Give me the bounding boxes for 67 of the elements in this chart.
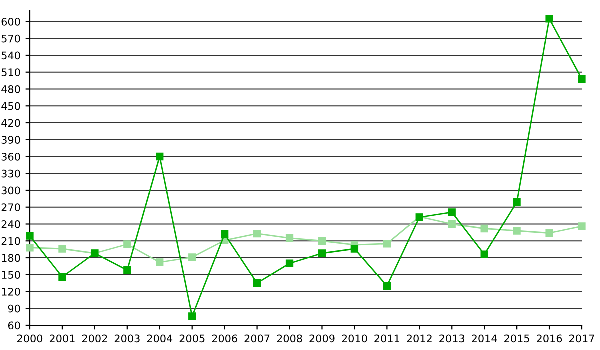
y-tick-label: 510 xyxy=(2,68,20,76)
y-tick-label: 570 xyxy=(2,34,20,43)
point xyxy=(221,230,229,238)
point xyxy=(513,227,521,235)
y-tick-label: 360 xyxy=(2,152,20,161)
y-tick-label: 120 xyxy=(2,288,20,296)
point xyxy=(546,15,554,23)
x-tick-label: 2015 xyxy=(504,334,530,343)
x-tick-label: 2000 xyxy=(18,334,43,343)
x-tick-label: 2004 xyxy=(147,334,173,343)
x-tick-label: 2002 xyxy=(82,334,108,343)
point xyxy=(448,208,456,216)
point xyxy=(383,240,391,248)
point xyxy=(350,245,359,253)
x-tick-label: 2001 xyxy=(50,334,75,343)
y-tick-label: 450 xyxy=(2,102,20,110)
y-tick-label: 210 xyxy=(2,237,20,246)
point xyxy=(546,229,554,238)
x-tick-label: 2016 xyxy=(537,334,562,343)
x-tick-label: 2017 xyxy=(570,334,594,343)
point xyxy=(253,230,262,238)
point xyxy=(156,152,164,161)
x-tick-label: 2008 xyxy=(277,334,302,343)
point xyxy=(286,234,294,242)
y-tick-label: 270 xyxy=(2,204,20,212)
point xyxy=(253,279,262,288)
point xyxy=(26,244,34,252)
x-tick-label: 2007 xyxy=(244,334,270,343)
y-tick-label: 540 xyxy=(2,52,20,60)
point xyxy=(578,75,586,83)
point xyxy=(480,224,488,233)
point xyxy=(124,240,132,248)
x-tick-label: 2011 xyxy=(374,334,400,343)
point xyxy=(286,260,294,268)
point xyxy=(318,250,326,258)
y-tick-label: 240 xyxy=(2,220,20,228)
x-tick-label: 2014 xyxy=(472,334,498,343)
y-tick-label: 150 xyxy=(2,271,20,279)
x-tick-label: 2006 xyxy=(212,334,238,343)
point xyxy=(318,237,326,245)
point xyxy=(513,198,521,206)
point xyxy=(156,258,164,266)
x-tick-label: 2003 xyxy=(114,334,140,343)
point xyxy=(448,220,456,228)
x-tick-label: 2012 xyxy=(407,334,432,343)
y-tick-label: 420 xyxy=(2,119,20,128)
y-tick-label: 90 xyxy=(8,304,20,313)
point xyxy=(58,273,66,281)
point xyxy=(383,282,391,290)
y-tick-label: 330 xyxy=(2,170,20,178)
x-tick-label: 2013 xyxy=(440,334,465,343)
point xyxy=(188,254,196,262)
y-tick-label: 600 xyxy=(2,18,20,26)
point xyxy=(124,266,132,274)
point xyxy=(578,222,586,230)
y-tick-label: 60 xyxy=(8,322,20,330)
x-tick-label: 2010 xyxy=(342,334,368,343)
y-tick-label: 300 xyxy=(2,186,20,195)
point xyxy=(480,250,488,258)
point xyxy=(26,232,34,240)
x-tick-label: 2009 xyxy=(310,334,335,343)
y-tick-label: 480 xyxy=(2,85,20,94)
y-tick-label: 390 xyxy=(2,136,20,144)
point xyxy=(58,245,66,253)
x-tick-label: 2005 xyxy=(180,334,205,343)
y-tick-label: 180 xyxy=(2,254,20,262)
point xyxy=(188,312,196,320)
